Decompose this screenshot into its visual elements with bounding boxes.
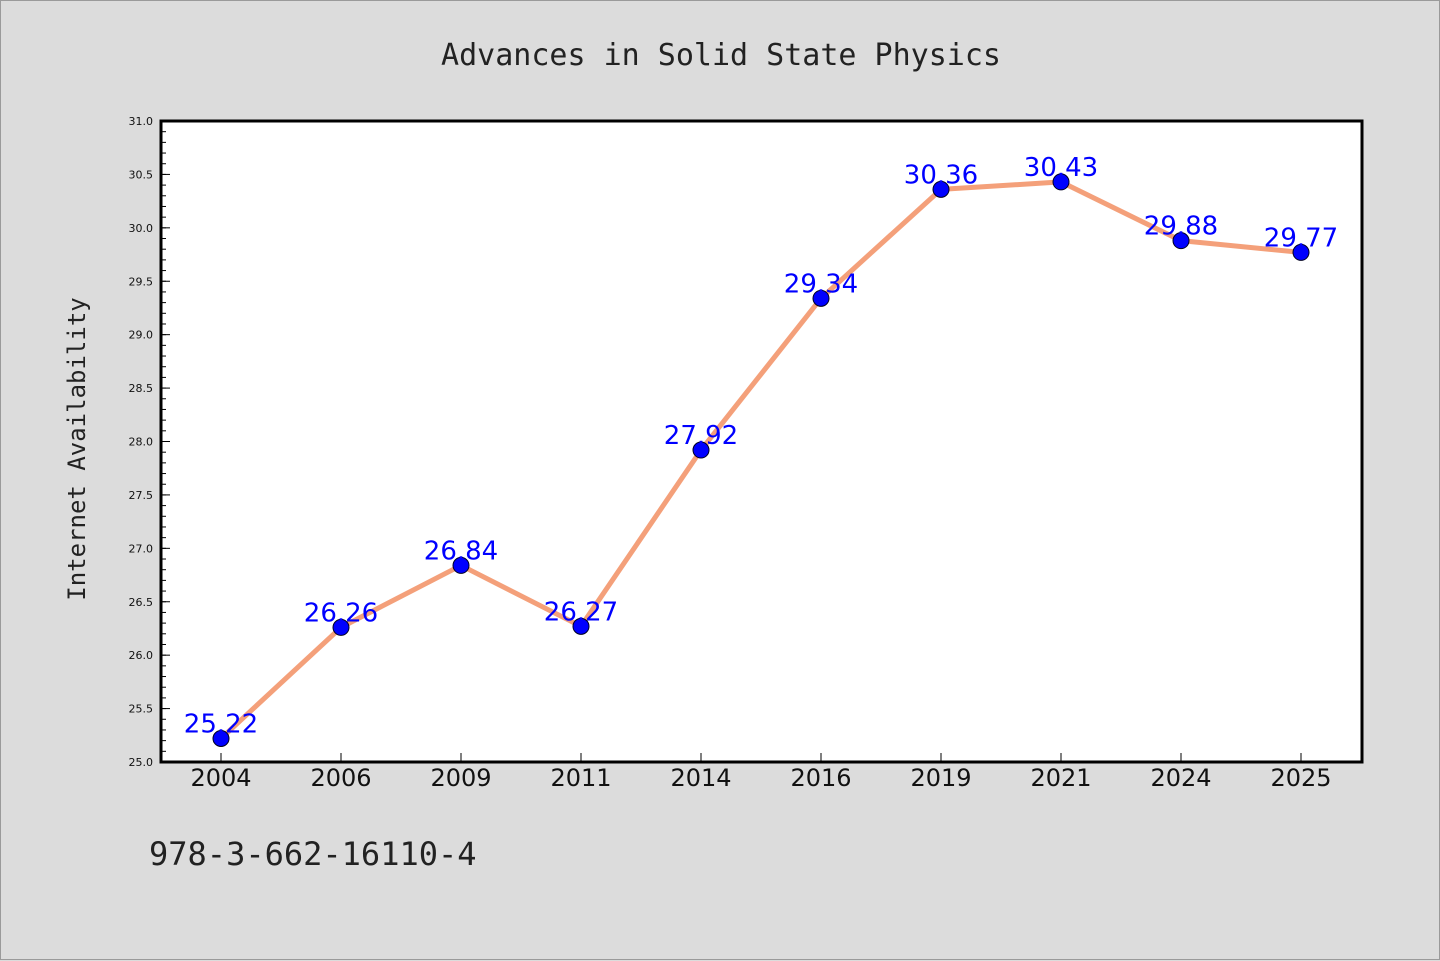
data-label: 26.26: [304, 598, 378, 628]
y-tick-label: 27.0: [129, 542, 154, 555]
data-label: 30.43: [1024, 153, 1098, 183]
data-point-marker: [1052, 173, 1070, 191]
y-tick-label: 30.0: [129, 222, 154, 235]
plot-area: [159, 119, 1364, 764]
series-line: [218, 179, 1304, 741]
y-tick-label: 28.0: [129, 436, 154, 449]
y-tick-label: 31.0: [129, 115, 154, 128]
data-labels-layer: 25.22 26.26 26.84 26.27 27.92 29.34 30.36 30.43…: [184, 153, 1338, 740]
y-tick-label: 26.5: [129, 596, 154, 609]
x-tick-label: 2021: [1030, 764, 1091, 792]
data-point-marker: [692, 441, 710, 459]
y-tick-label: 27.5: [129, 489, 154, 502]
data-label: 30.36: [904, 160, 978, 190]
data-label: 29.34: [784, 269, 858, 299]
x-tick-label: 2006: [310, 764, 371, 792]
y-tick-label: 29.0: [129, 329, 154, 342]
data-point-marker: [452, 556, 470, 574]
y-tick-label: 25.0: [129, 756, 154, 769]
data-point-marker: [1172, 232, 1190, 250]
data-point-marker: [1292, 243, 1310, 261]
y-tick-label: 28.5: [129, 382, 154, 395]
x-axis-ticks: 2004 2006 2009 2011 2014 2016 2019 2021 2024 2025: [190, 753, 1332, 792]
y-tick-label: 25.5: [129, 703, 154, 716]
x-tick-label: 2025: [1270, 764, 1331, 792]
data-point-marker: [932, 180, 950, 198]
y-axis-label: Internet Availability: [63, 297, 91, 600]
data-label: 29.77: [1264, 223, 1338, 253]
x-tick-label: 2004: [190, 764, 251, 792]
x-tick-label: 2016: [790, 764, 851, 792]
y-tick-label: 30.5: [129, 168, 154, 181]
data-point-marker: [212, 729, 230, 747]
data-point-marker: [332, 618, 350, 636]
y-axis-ticks: 25.0 25.5 26.0 26.5 27.0 27.5 28.0 28.5 29.0 29.5…: [129, 115, 170, 769]
x-tick-label: 2009: [430, 764, 491, 792]
data-point-marker: [572, 617, 590, 635]
data-label: 27.92: [664, 421, 738, 451]
data-label: 25.22: [184, 709, 258, 739]
y-tick-label: 29.5: [129, 275, 154, 288]
x-tick-label: 2014: [670, 764, 731, 792]
x-tick-label: 2024: [1150, 764, 1211, 792]
series-layer: [212, 173, 1310, 747]
data-label: 29.88: [1144, 212, 1218, 242]
chart-title: Advances in Solid State Physics: [441, 38, 1001, 73]
x-tick-label: 2011: [550, 764, 611, 792]
data-point-marker: [812, 289, 830, 307]
y-tick-label: 26.0: [129, 649, 154, 662]
x-tick-label: 2019: [910, 764, 971, 792]
data-label: 26.84: [424, 536, 498, 566]
data-label: 26.27: [544, 597, 618, 627]
footnote-isbn: 978-3-662-16110-4: [149, 835, 477, 873]
